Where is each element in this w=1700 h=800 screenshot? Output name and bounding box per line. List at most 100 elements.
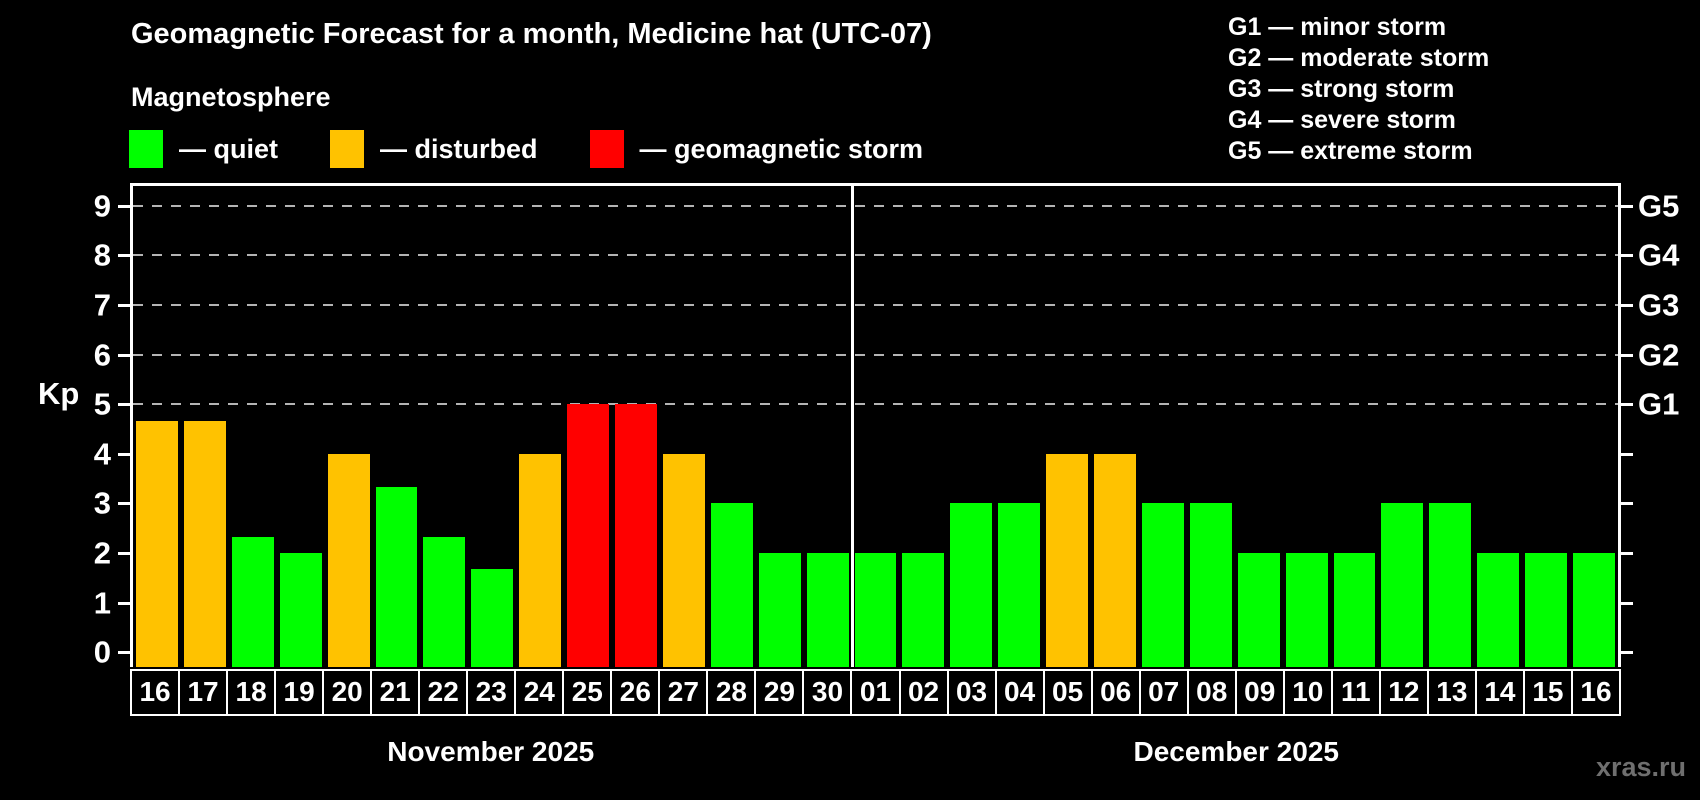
day-cell-10: 10 (1282, 669, 1333, 716)
day-cell-19: 19 (274, 669, 325, 716)
kp-bar-day-19 (279, 552, 322, 667)
g-level-label-g5: G5 (1638, 188, 1680, 224)
grid-line-kp5 (133, 403, 1618, 406)
day-cell-20: 20 (322, 669, 373, 716)
y-axis-tick (118, 204, 131, 208)
watermark: xras.ru (1595, 752, 1686, 782)
kp-bar-day-02 (902, 552, 945, 667)
g-legend-line: G2 — moderate storm (1228, 44, 1490, 72)
kp-bar-day-30 (806, 552, 849, 667)
day-cell-05: 05 (1042, 669, 1093, 716)
kp-bar-day-13 (1429, 503, 1472, 667)
y-tick-label-6: 6 (93, 337, 111, 373)
kp-bar-day-25 (567, 404, 610, 667)
grid-line-kp9 (133, 204, 1618, 207)
y-tick-label-4: 4 (93, 436, 111, 472)
kp-bar-day-09 (1237, 552, 1280, 667)
g-level-label-g2: G2 (1638, 337, 1680, 373)
day-cell-08: 08 (1186, 669, 1237, 716)
kp-bar-day-17 (183, 420, 226, 667)
day-cell-24: 24 (514, 669, 565, 716)
day-cell-02: 02 (898, 669, 949, 716)
y-tick-label-2: 2 (93, 535, 111, 571)
kp-bar-day-01 (854, 552, 897, 667)
kp-bar-day-10 (1285, 552, 1328, 667)
legend-item-geomagnetic-storm: — geomagnetic storm (589, 130, 924, 168)
day-cell-21: 21 (370, 669, 421, 716)
y-tick-label-8: 8 (93, 237, 111, 273)
x-axis-day-labels: 16 17 18 19 20 21 22 23 24 25 26 27 28 29 30 01 02 03 04 05… (130, 669, 1621, 716)
y-tick-label-9: 9 (93, 188, 111, 224)
day-cell-27: 27 (658, 669, 709, 716)
y-axis-tick (1620, 304, 1633, 307)
kp-bar-day-08 (1189, 503, 1232, 667)
kp-bar-day-03 (950, 503, 993, 667)
kp-bar-day-11 (1333, 552, 1376, 667)
kp-bar-day-16 (1573, 552, 1615, 667)
y-tick-label-3: 3 (93, 485, 111, 521)
kp-bar-day-16 (136, 420, 178, 667)
page-title: Geomagnetic Forecast for a month, Medici… (131, 18, 932, 50)
kp-bar-day-21 (375, 487, 418, 667)
y-axis-tick (118, 452, 131, 456)
kp-bar-day-05 (1046, 453, 1089, 667)
day-cell-17: 17 (178, 669, 229, 716)
y-tick-label-1: 1 (93, 585, 111, 621)
day-cell-16: 16 (130, 669, 181, 716)
month-label-november: November 2025 (387, 736, 595, 767)
grid-line-kp8 (133, 254, 1618, 257)
grid-line-kp6 (133, 353, 1618, 356)
kp-bar-day-27 (662, 453, 705, 667)
chart-subtitle: Magnetosphere (131, 82, 331, 112)
y-axis-tick (1620, 403, 1633, 407)
legend-item-disturbed: — disturbed (330, 130, 538, 168)
g-level-label-g1: G1 (1638, 386, 1680, 422)
legend-item-label: — disturbed (380, 133, 538, 164)
y-axis-tick (118, 353, 131, 357)
kp-bar-day-26 (615, 404, 657, 667)
y-axis-tick (1620, 651, 1633, 655)
y-axis-tick (1620, 204, 1633, 208)
day-cell-22: 22 (418, 669, 469, 716)
kp-bar-day-28 (710, 503, 753, 667)
day-cell-11: 11 (1330, 669, 1381, 716)
kp-bar-day-04 (998, 503, 1041, 667)
legend-item-label: — quiet (179, 133, 278, 164)
day-cell-13: 13 (1426, 669, 1477, 716)
g-legend-line: G3 — strong storm (1228, 75, 1455, 103)
kp-bar-day-15 (1525, 552, 1568, 667)
day-cell-18: 18 (226, 669, 277, 716)
status-legend: — quiet — disturbed — geomagnetic storm (129, 130, 975, 168)
y-axis-tick (1620, 502, 1633, 506)
y-axis-tick (1620, 601, 1633, 605)
day-cell-29: 29 (754, 669, 805, 716)
y-axis-tick (1620, 551, 1633, 555)
kp-bar-day-22 (423, 536, 466, 667)
day-cell-04: 04 (994, 669, 1045, 716)
day-cell-12: 12 (1378, 669, 1429, 716)
kp-bar-day-06 (1094, 453, 1136, 667)
legend-item-quiet: — quiet (129, 130, 278, 168)
g-legend-line: G5 — extreme storm (1228, 137, 1473, 165)
kp-bar-day-29 (758, 552, 801, 667)
day-cell-14: 14 (1474, 669, 1525, 716)
disturbed-color-swatch (330, 130, 364, 168)
g-legend-line: G4 — severe storm (1228, 106, 1456, 134)
y-axis-tick (118, 304, 131, 307)
month-label-december: December 2025 (1133, 736, 1339, 767)
day-cell-28: 28 (706, 669, 757, 716)
legend-item-label: — geomagnetic storm (639, 133, 924, 164)
kp-bar-chart-plot-area: G1 G2 G3 G4 G5 0 1 2 3 4 5 6 7 8 9 (94, 183, 1679, 668)
day-cell-23: 23 (466, 669, 517, 716)
kp-bar-day-14 (1477, 552, 1520, 667)
y-axis-title: Kp (38, 376, 80, 411)
g-legend-line: G1 — minor storm (1228, 13, 1447, 41)
storm-color-swatch (589, 130, 624, 168)
day-cell-30: 30 (802, 669, 853, 716)
y-axis-tick (118, 651, 131, 655)
y-axis-tick (118, 601, 131, 605)
y-axis-tick (1620, 254, 1633, 258)
y-axis-tick (118, 254, 131, 258)
day-cell-06: 06 (1090, 669, 1141, 716)
kp-bar-day-23 (471, 569, 514, 667)
